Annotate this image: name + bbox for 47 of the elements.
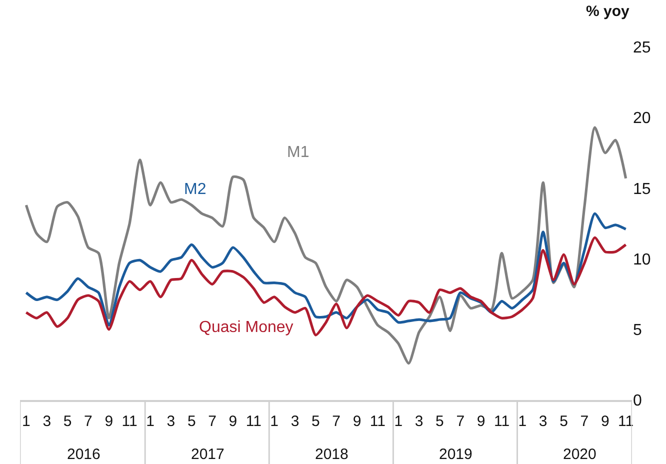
y-tick-label: 10 (633, 251, 651, 268)
x-tick-label: 5 (187, 412, 196, 430)
y-tick-label: 0 (633, 392, 642, 410)
x-tick-label: 3 (166, 412, 176, 430)
text: 2019 (439, 446, 472, 463)
line-series (24, 126, 628, 365)
x-tick-label: 11 (246, 412, 262, 430)
x-tick-label: 5 (560, 412, 568, 430)
x-tick-label: 9 (600, 412, 610, 430)
y-tick-label: 20 (633, 110, 651, 128)
x-tick-label: 5 (311, 412, 320, 430)
x-tick-label: 1 (394, 412, 403, 430)
x-tick-label: 11 (122, 412, 138, 430)
x-tick-label: 3 (538, 412, 548, 430)
x-tick-label: 1 (518, 412, 527, 430)
x-tick-label: 3 (290, 412, 300, 430)
text: M2 (184, 181, 206, 198)
text: 2020 (563, 446, 596, 463)
x-tick-label: 7 (208, 412, 216, 430)
x-tick-label: 9 (228, 412, 238, 430)
x-tick-label: 7 (580, 412, 589, 430)
x-tick-label: 7 (456, 412, 465, 430)
x-tick-label: 11 (494, 412, 510, 430)
y-tick-label: 15 (633, 180, 651, 198)
y-tick-label: 25 (633, 40, 651, 57)
x-tick-label: 9 (352, 412, 362, 430)
text: 2017 (191, 446, 224, 463)
x-tick-label: 7 (84, 412, 92, 430)
x-tick-label: 1 (22, 412, 30, 430)
text: 2018 (315, 446, 348, 463)
x-tick-label: 1 (146, 412, 154, 430)
x-tick-label: 9 (476, 412, 486, 430)
text: M1 (287, 144, 310, 161)
y-axis-title: % yoy (586, 3, 630, 20)
x-tick-label: 9 (104, 412, 114, 430)
x-tick-label: 3 (42, 412, 52, 430)
text: 2016 (67, 446, 100, 463)
x-tick-label: 7 (332, 412, 341, 430)
x-tick-label: 5 (63, 412, 72, 430)
x-tick-label: 5 (436, 412, 444, 430)
y-tick-label: 5 (633, 322, 642, 339)
line-series (24, 236, 628, 336)
x-tick-label: 3 (414, 412, 424, 430)
series-label: Quasi Money (199, 319, 294, 336)
x-tick-label: 1 (270, 412, 278, 430)
x-tick-label: 11 (370, 412, 386, 430)
x-tick-label: 11 (618, 412, 634, 430)
